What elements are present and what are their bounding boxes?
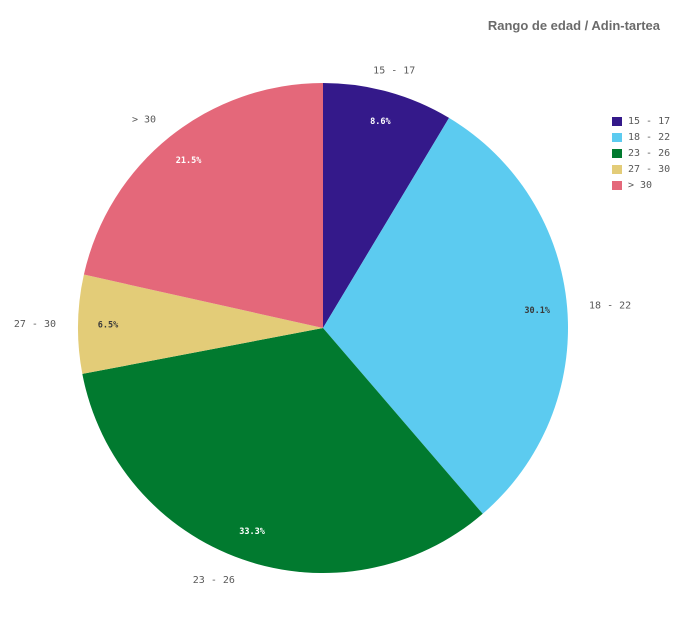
legend: 15 - 17 18 - 22 23 - 26 27 - 30 > 30 bbox=[612, 115, 670, 195]
legend-item[interactable]: > 30 bbox=[612, 179, 670, 192]
chart-title: Rango de edad / Adin-tartea bbox=[487, 18, 660, 33]
legend-item[interactable]: 15 - 17 bbox=[612, 115, 670, 128]
legend-item[interactable]: 18 - 22 bbox=[612, 131, 670, 144]
slice-category-label: 18 - 22 bbox=[589, 300, 631, 311]
slice-category-label: 27 - 30 bbox=[14, 319, 56, 330]
legend-label: 18 - 22 bbox=[628, 132, 671, 143]
pie-slice[interactable] bbox=[82, 328, 483, 573]
slice-percent-label: 30.1% bbox=[524, 306, 550, 316]
legend-label: 27 - 30 bbox=[628, 164, 671, 175]
slice-percent-label: 33.3% bbox=[239, 527, 265, 537]
legend-swatch bbox=[612, 133, 622, 142]
slice-category-label: 23 - 26 bbox=[193, 575, 235, 586]
slice-category-label: 15 - 17 bbox=[373, 66, 415, 77]
legend-label: 23 - 26 bbox=[628, 148, 671, 159]
pie-slice[interactable] bbox=[323, 117, 568, 514]
legend-swatch bbox=[612, 117, 622, 126]
legend-swatch bbox=[612, 165, 622, 174]
slice-percent-label: 21.5% bbox=[176, 156, 202, 166]
slice-percent-label: 6.5% bbox=[98, 321, 119, 331]
legend-swatch bbox=[612, 181, 622, 190]
legend-swatch bbox=[612, 149, 622, 158]
pie-slice[interactable] bbox=[77, 274, 323, 374]
pie-slice[interactable] bbox=[83, 83, 323, 328]
legend-item[interactable]: 23 - 26 bbox=[612, 147, 670, 160]
slice-category-label: > 30 bbox=[132, 115, 156, 126]
legend-label: > 30 bbox=[628, 180, 653, 191]
legend-item[interactable]: 27 - 30 bbox=[612, 163, 670, 176]
slice-percent-label: 8.6% bbox=[370, 117, 391, 127]
pie-slice[interactable] bbox=[323, 83, 450, 328]
legend-label: 15 - 17 bbox=[628, 116, 671, 127]
